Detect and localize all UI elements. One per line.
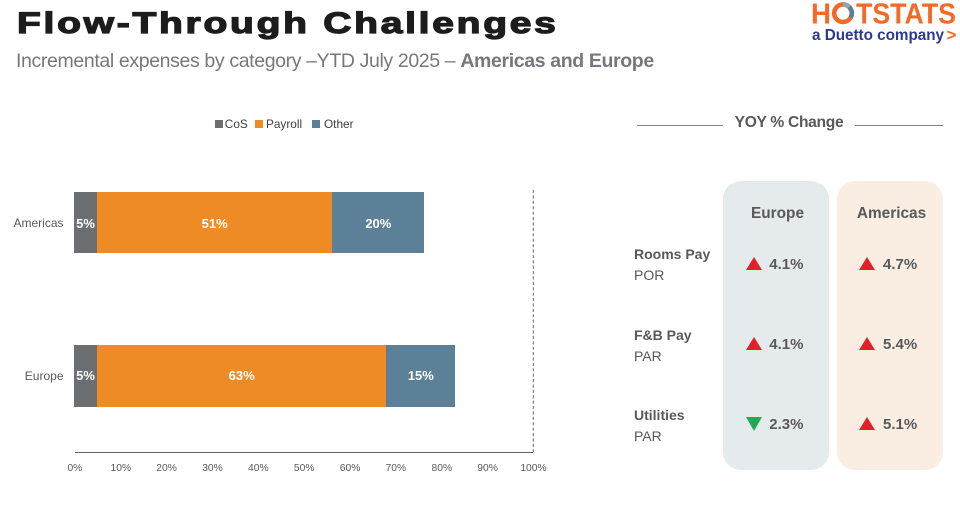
svg-text:H: H xyxy=(811,0,831,31)
svg-text:>: > xyxy=(947,26,957,45)
svg-text:TSTATS: TSTATS xyxy=(856,0,956,31)
svg-text:a Duetto company: a Duetto company xyxy=(812,27,944,44)
